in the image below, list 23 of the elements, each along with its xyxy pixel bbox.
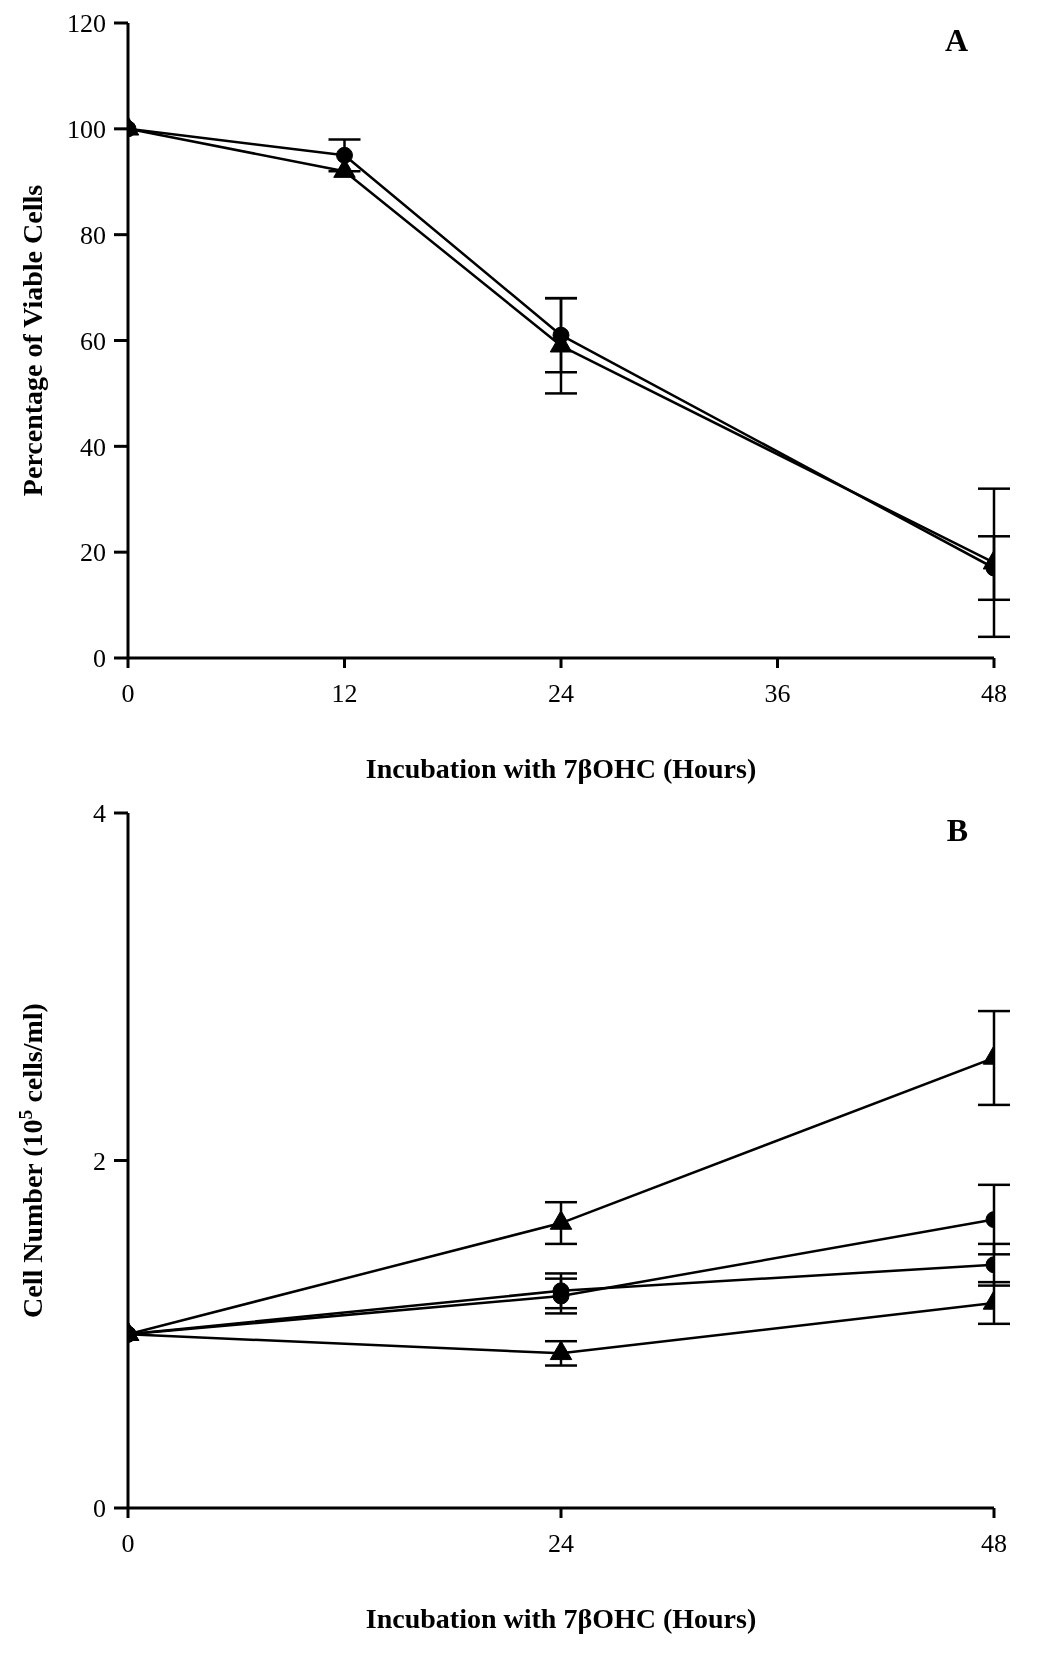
y-tick-label: 80 <box>80 220 106 250</box>
x-axis-title: Incubation with 7βOHC (Hours) <box>365 753 757 784</box>
x-tick-label: 24 <box>548 1529 574 1559</box>
x-tick-label: 12 <box>331 679 358 709</box>
annotation: B <box>946 812 968 849</box>
y-tick-label: 40 <box>80 432 106 462</box>
x-axis-title: Incubation with 7βOHC (Hours) <box>365 1603 757 1634</box>
y-tick-label: 100 <box>67 115 106 145</box>
annotation: A <box>944 22 968 59</box>
y-tick-label: 4 <box>93 799 106 829</box>
y-tick-label: 2 <box>93 1146 106 1176</box>
y-tick-label: 0 <box>93 644 106 674</box>
y-tick-label: 20 <box>80 538 106 568</box>
x-tick-label: 48 <box>981 679 1007 709</box>
y-tick-label: 0 <box>93 1494 106 1524</box>
x-tick-label: 0 <box>121 1529 135 1559</box>
y-tick-label: 120 <box>67 9 106 39</box>
x-tick-label: 24 <box>548 679 574 709</box>
y-axis-title: Percentage of Viable Cells <box>17 184 48 497</box>
y-tick-label: 60 <box>80 326 106 356</box>
x-tick-label: 36 <box>764 679 791 709</box>
x-tick-label: 48 <box>981 1529 1007 1559</box>
x-tick-label: 0 <box>121 679 135 709</box>
